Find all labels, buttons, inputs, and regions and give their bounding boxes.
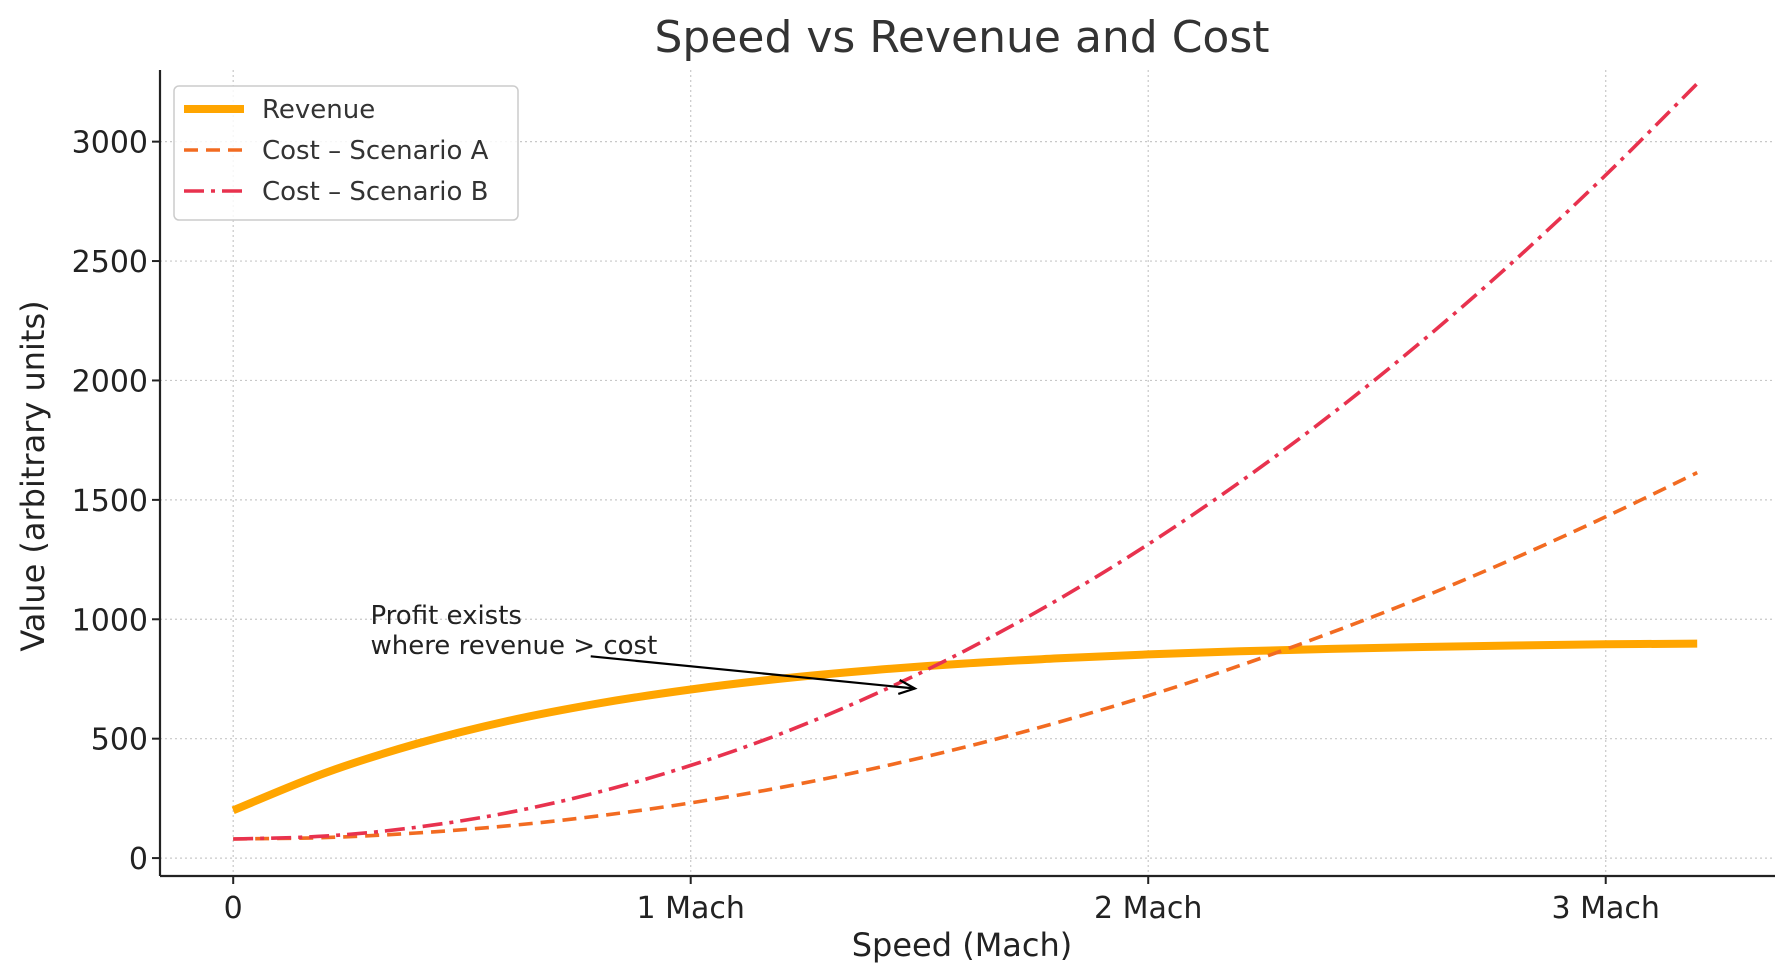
y-tick-label: 1500 <box>72 484 148 519</box>
series-line-2 <box>233 470 1698 841</box>
annotation-arrow-head <box>897 679 918 695</box>
series-line-3 <box>233 82 1699 841</box>
annotation-text-line: where revenue > cost <box>370 631 657 661</box>
legend: Revenue Cost – Scenario A Cost – Scenario … <box>173 85 519 221</box>
legend-label-1: Revenue <box>262 95 375 125</box>
x-axis-label: Speed (Mach) <box>852 926 1073 964</box>
annotation-text-line: Profit exists <box>370 601 522 631</box>
series-layer <box>231 82 1699 841</box>
legend-label-2: Cost – Scenario A <box>262 136 489 166</box>
y-tick-label: 2500 <box>72 245 148 280</box>
y-tick-label: 0 <box>129 842 148 877</box>
grid <box>160 70 1775 876</box>
tick-labels: 0 1 Mach 2 Mach 3 Mach 0 500 1000 1500 2000 2500 3… <box>72 126 1660 926</box>
x-tick-label: 2 Mach <box>1094 891 1202 926</box>
series-line-1 <box>231 639 1698 815</box>
y-axis-label: Value (arbitrary units) <box>14 300 52 651</box>
legend-label-3: Cost – Scenario B <box>262 177 488 207</box>
x-tick-label: 0 <box>224 891 243 926</box>
y-tick-label: 1000 <box>72 603 148 638</box>
y-tick-label: 3000 <box>72 126 148 161</box>
x-tick-label: 3 Mach <box>1552 891 1660 926</box>
legend-box <box>173 85 519 221</box>
annotation-arrow-line <box>590 655 915 690</box>
x-tick-label: 1 Mach <box>637 891 745 926</box>
y-tick-label: 2000 <box>72 364 148 399</box>
y-tick-label: 500 <box>91 723 148 758</box>
chart-title: Speed vs Revenue and Cost <box>654 12 1269 63</box>
axes <box>152 70 1775 884</box>
